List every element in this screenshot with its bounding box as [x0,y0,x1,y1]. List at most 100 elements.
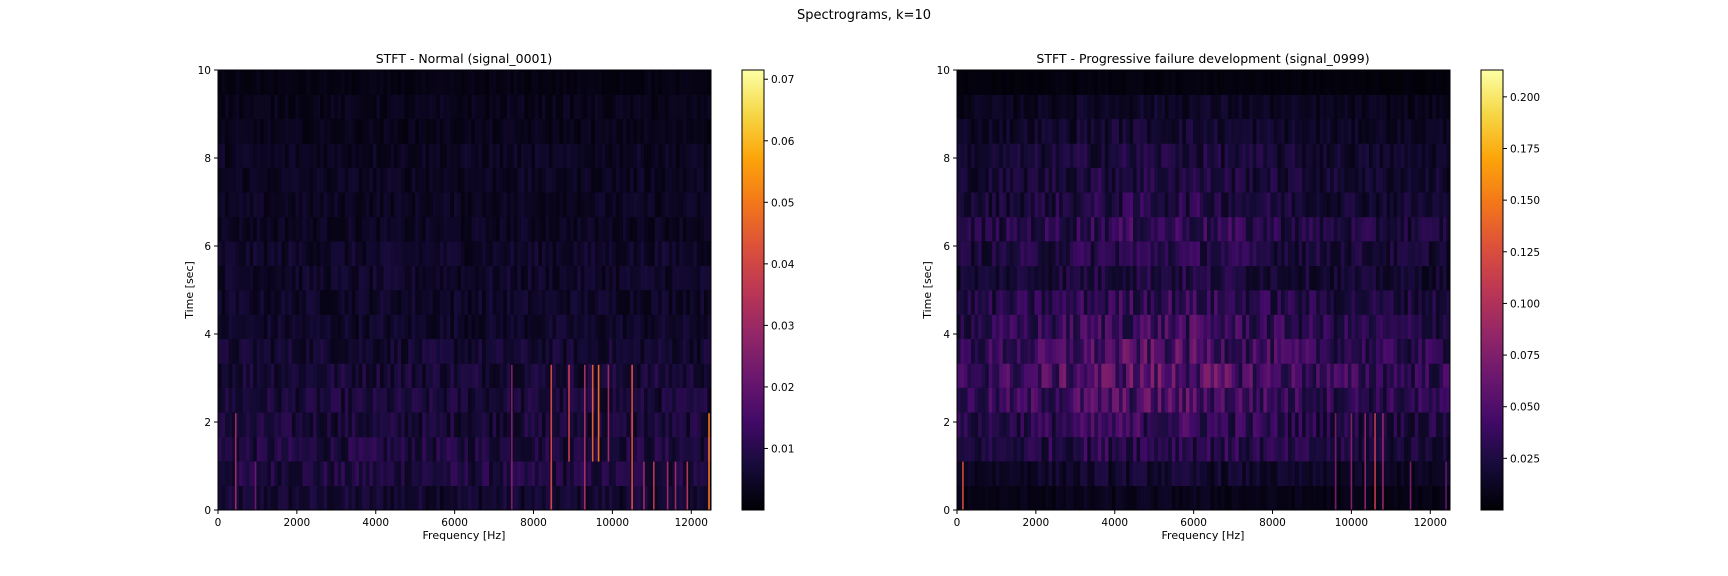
heatmap-cell [330,94,335,120]
heatmap-cell [1330,363,1335,388]
heatmap-cell [964,461,968,486]
heatmap-cell [387,70,391,95]
heatmap-cell [1376,241,1380,266]
heatmap-cell [1133,387,1137,413]
heatmap-cell [992,216,997,242]
heatmap-cell [1041,216,1046,242]
heatmap-cell [1115,412,1120,438]
heatmap-cell [334,363,339,388]
heatmap-cell [316,265,321,291]
heatmap-cell [1199,363,1204,388]
heatmap-cell [1199,338,1204,364]
heatmap-cell [668,216,673,242]
heatmap-cell [1207,485,1211,511]
heatmap-cell [1414,387,1419,413]
heatmap-cell [1129,118,1134,144]
heatmap-cell [485,118,490,144]
heatmap-cell [1150,363,1155,388]
heatmap-cell [647,118,652,144]
heatmap-cell [640,118,645,144]
heatmap-cell [344,461,349,486]
heatmap-cell [668,436,673,462]
y-tick-label: 8 [204,153,211,165]
heatmap-cell [1182,412,1187,438]
heatmap-cell [1090,461,1095,486]
heatmap-cell [291,241,296,266]
heatmap-cell [1006,118,1011,144]
heatmap-cell [284,265,289,291]
heatmap-cell [1316,94,1321,120]
heatmap-cell [682,192,687,218]
heatmap-cell [1288,216,1292,242]
heatmap-cell [422,363,427,388]
heatmap-cell [1080,192,1085,218]
heatmap-cell [443,412,448,438]
heatmap-cell [1280,94,1285,120]
heatmap-cell [1027,363,1032,388]
heatmap-cell [608,70,613,95]
heatmap-cell [1340,118,1345,144]
heatmap-cell [235,314,240,340]
heatmap-cell [228,241,233,266]
heatmap-cell [298,412,303,438]
heatmap-cell [468,118,472,144]
heatmap-cell [418,241,423,266]
heatmap-cell [1122,461,1127,486]
heatmap-cell [1295,412,1299,438]
heatmap-cell [422,70,427,95]
heatmap-cell [591,290,596,315]
heatmap-cell [344,167,349,193]
heatmap-cell [1006,265,1011,291]
heatmap-cell [1104,290,1109,315]
heatmap-cell [256,461,261,486]
heatmap-cell [988,412,993,438]
heatmap-cell [580,387,585,413]
heatmap-cell [1136,485,1141,511]
heatmap-cell [1154,461,1159,486]
heatmap-cell [1210,387,1215,413]
heatmap-cell [1157,118,1162,144]
heatmap-cell [1118,387,1123,413]
heatmap-cell [249,338,254,364]
heatmap-cell [411,461,416,486]
heatmap-cell [1383,167,1388,193]
heatmap-cell [573,167,578,193]
heatmap-cell [985,338,990,364]
heatmap-cell [1411,412,1416,438]
heatmap-cell [475,412,479,438]
heatmap-cell [1147,485,1152,511]
heatmap-cell [707,216,712,242]
heatmap-cell [1023,192,1028,218]
y-tick-label: 6 [204,241,211,253]
heatmap-cell [1034,412,1039,438]
heatmap-cell [496,387,501,413]
heatmap-cell [971,70,976,95]
heatmap-cell [1428,290,1433,315]
heatmap-cell [971,167,976,193]
heatmap-cell [471,265,476,291]
heatmap-cell [517,387,522,413]
heatmap-cell [995,412,1000,438]
heatmap-cell [1066,216,1071,242]
heatmap-cell [362,338,367,364]
heatmap-cell [468,192,472,218]
heatmap-cell [432,216,437,242]
heatmap-cell [475,70,479,95]
heatmap-cell [418,94,423,120]
heatmap-cell [1379,290,1384,315]
heatmap-cell [355,70,360,95]
heatmap-cell [559,436,564,462]
heatmap-cell [1340,436,1345,462]
heatmap-cell [1397,363,1402,388]
heatmap-cell [1439,338,1444,364]
heatmap-cell [1175,216,1180,242]
heatmap-cell [330,118,335,144]
heatmap-cell [1323,387,1328,413]
heatmap-cell [1207,94,1211,120]
heatmap-cell [450,70,455,95]
heatmap-cell [288,265,293,291]
heatmap-cell [492,485,497,511]
heatmap-cell [1259,461,1264,486]
heatmap-cell [1143,192,1148,218]
heatmap-cell [552,241,557,266]
